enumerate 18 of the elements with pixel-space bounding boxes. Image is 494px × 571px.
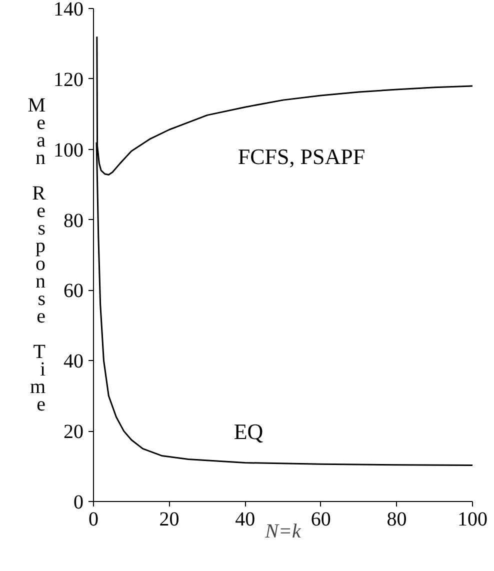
y-tick-label: 40 (64, 350, 84, 373)
y-tick-label: 120 (54, 68, 84, 91)
x-tick-label: 40 (235, 508, 256, 530)
x-tick-label: 60 (310, 508, 331, 530)
y-tick-label: 80 (64, 210, 84, 232)
annotation: FCFS, PSAPF (238, 144, 366, 169)
y-tick-label: 20 (64, 421, 84, 444)
x-tick-label: 80 (386, 508, 407, 530)
y-tick-label: 100 (54, 139, 84, 162)
x-tick-label: 100 (458, 508, 488, 530)
x-tick-label: 0 (88, 508, 98, 530)
y-tick-label: 0 (74, 492, 84, 514)
text: Mean Response Time (28, 94, 46, 416)
y-tick-label: 140 (54, 0, 84, 20)
x-axis-title: N=k (264, 520, 302, 542)
annotation: EQ (234, 419, 264, 444)
y-tick-label: 60 (64, 280, 84, 302)
x-tick-label: 20 (159, 508, 180, 530)
